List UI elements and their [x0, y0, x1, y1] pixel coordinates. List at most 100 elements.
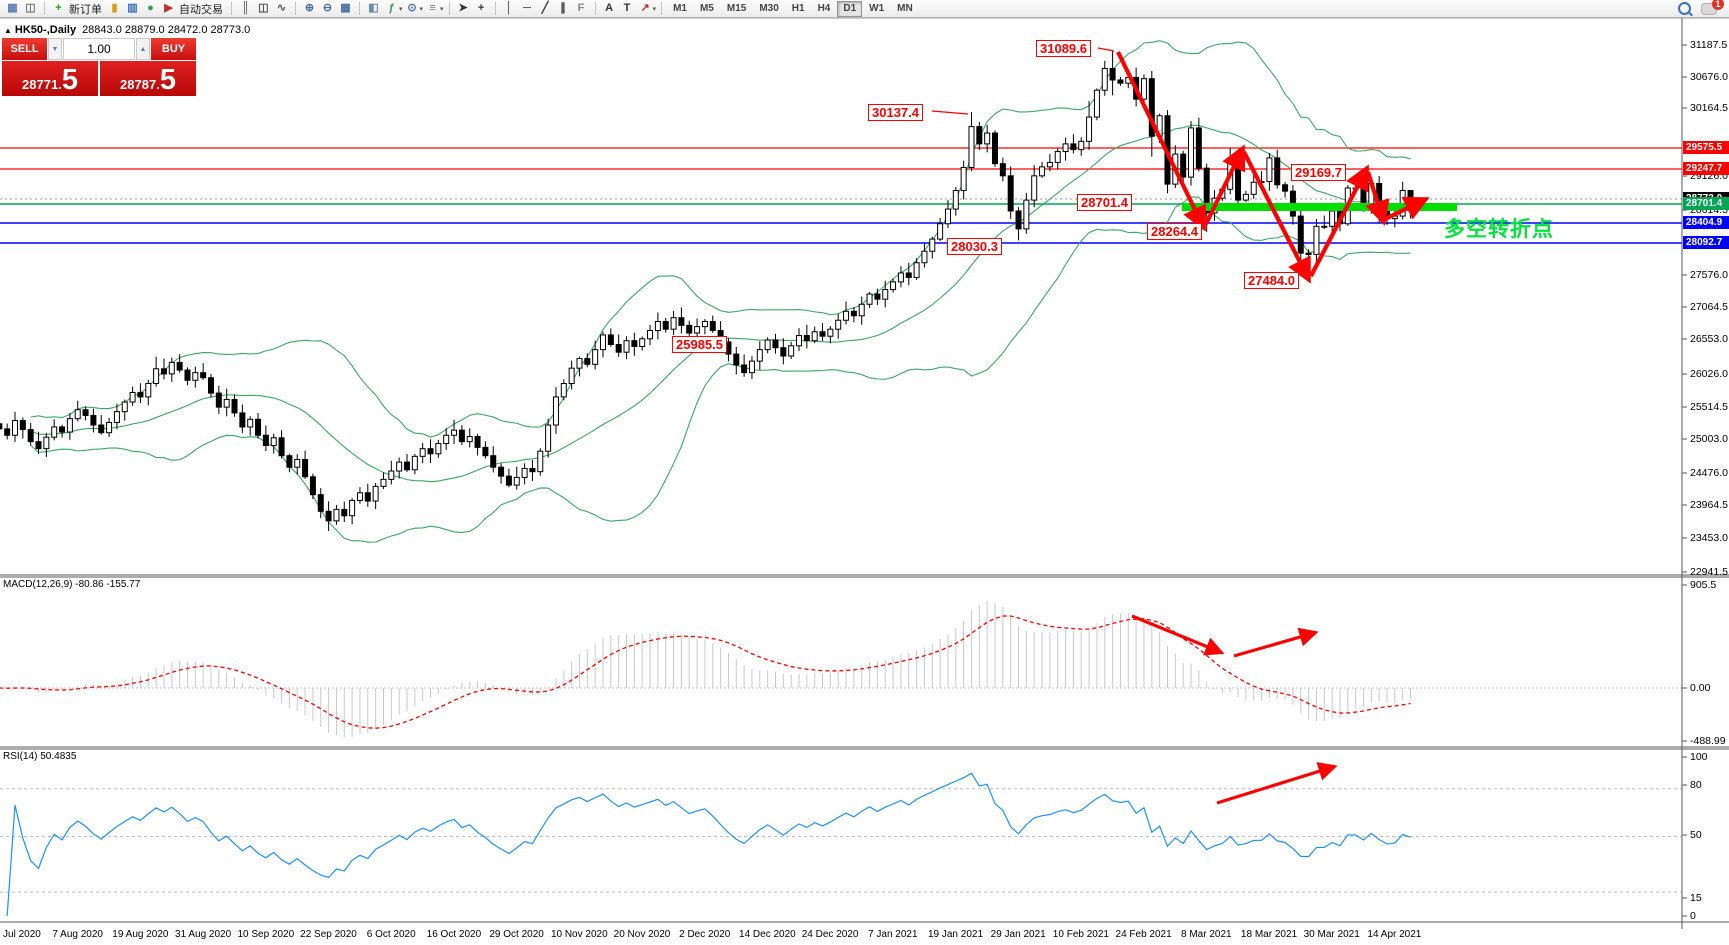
toolbar-separator [359, 2, 360, 15]
toolbar-separator [44, 2, 45, 15]
buy-price[interactable]: 28787. 5 [100, 61, 196, 96]
rsi-line [0, 762, 1682, 917]
indicators-icon[interactable]: ƒ [388, 2, 395, 14]
text-icon[interactable]: A [605, 2, 614, 14]
arrows-icon[interactable]: ↗ [640, 2, 650, 14]
vline-icon[interactable]: │ [505, 2, 513, 14]
date-axis-label: 29 Jan 2021 [990, 929, 1046, 940]
price-axis-tick: -488.99 [1690, 735, 1726, 747]
candlestick-icon[interactable]: ◫ [258, 2, 269, 14]
date-axis-label: 16 Oct 2020 [426, 929, 482, 940]
price-axis-tick: 15 [1690, 892, 1702, 904]
indicators-icon-dropdown[interactable]: ▾ [399, 5, 403, 13]
timeframe-W1[interactable]: W1 [869, 2, 885, 14]
trend-zigzag-arrows [1116, 51, 1430, 284]
signals-icon[interactable]: ● [147, 2, 154, 14]
buy-button[interactable]: BUY [151, 38, 196, 60]
date-axis-label: 19 Aug 2020 [112, 929, 169, 940]
price-callout-label[interactable]: 31089.6 [1036, 40, 1091, 57]
price-callout-label[interactable]: 29169.7 [1291, 164, 1346, 181]
one-click-trading-panel: SELL ▼ 1.00 ▲ BUY 28771. 5 28787. 5 [2, 38, 196, 96]
date-axis-label: 6 Oct 2020 [366, 929, 416, 940]
date-axis-label: 8 Mar 2021 [1181, 929, 1232, 940]
volume-increase-button[interactable]: ▲ [136, 38, 150, 60]
styler-icon[interactable]: ≡ [429, 2, 436, 14]
new-order-icon[interactable]: + [55, 2, 62, 14]
date-axis-label: 31 Aug 2020 [175, 929, 232, 940]
tile-windows-icon[interactable]: ▦ [340, 2, 351, 14]
annotation-text-turning-point: 多空转折点 [1444, 218, 1554, 241]
ohlc-readout: 28843.0 28879.0 28472.0 28773.0 [82, 24, 251, 36]
price-callout-label[interactable]: 27484.0 [1244, 272, 1299, 289]
timeframe-M30[interactable]: M30 [759, 2, 779, 14]
timeframe-M15[interactable]: M15 [726, 2, 747, 14]
buy-price-big: 5 [159, 64, 176, 96]
crosshair-icon[interactable]: + [477, 2, 485, 14]
volume-input[interactable]: 1.00 [63, 38, 135, 60]
search-icon[interactable] [1678, 2, 1691, 15]
cursor-icon[interactable]: ➤ [458, 2, 468, 14]
price-axis-tick: 26553.0 [1690, 333, 1728, 345]
new-window-icon[interactable]: ◧ [368, 2, 379, 14]
timeframe-H1[interactable]: H1 [791, 2, 805, 14]
price-axis-tick: 100 [1690, 751, 1708, 763]
fibonacci-icon[interactable]: F [577, 2, 585, 14]
timeframe-M1[interactable]: M1 [673, 2, 687, 14]
sell-price-small: 28771. [22, 77, 62, 92]
sell-price[interactable]: 28771. 5 [2, 61, 98, 96]
zoom-out-icon[interactable]: ⊖ [322, 2, 333, 14]
label-icon[interactable]: T [623, 2, 631, 14]
timeframe-MN[interactable]: MN [897, 2, 913, 14]
price-callout-label[interactable]: 28701.4 [1077, 194, 1132, 211]
periods-icon-dropdown[interactable]: ▾ [419, 5, 424, 13]
price-axis-tick: 25003.0 [1690, 433, 1728, 445]
zoom-in-icon[interactable]: ⊕ [304, 2, 315, 14]
date-axis-label: 22 Sep 2020 [300, 929, 357, 940]
charts-icon[interactable]: ▥ [127, 2, 138, 14]
date-axis-label: 28 Jul 2020 [0, 929, 41, 940]
date-axis-label: 7 Aug 2020 [52, 929, 103, 940]
new-chart-icon[interactable]: ▦ [7, 2, 18, 14]
price-axis-tick: 30676.0 [1690, 71, 1728, 83]
autotrading-label[interactable]: 自动交易 [179, 3, 223, 16]
candlestick-series [0, 40, 1414, 543]
line-chart-icon[interactable]: ∿ [276, 2, 287, 14]
toolbar-separator [448, 2, 450, 15]
periods-icon[interactable]: ⊙ [407, 2, 417, 14]
price-callout-label[interactable]: 28030.3 [947, 238, 1002, 255]
price-axis-tick: 27576.0 [1690, 269, 1728, 281]
styler-icon-dropdown[interactable]: ▾ [440, 5, 444, 13]
new-order-label[interactable]: 新订单 [69, 3, 102, 16]
timeframe-M5[interactable]: M5 [699, 2, 714, 14]
price-callout-label[interactable]: 30137.4 [868, 104, 923, 121]
price-axis-tick: 22941.5 [1690, 566, 1728, 578]
date-axis-label: 20 Nov 2020 [613, 929, 671, 940]
toolbar-separator [231, 2, 232, 15]
trendline-icon[interactable]: ╱ [541, 2, 549, 14]
price-callout-label[interactable]: 28264.4 [1147, 223, 1202, 240]
deposit-icon[interactable]: ▮ [111, 2, 118, 14]
channel-icon[interactable]: ∥ [560, 2, 566, 14]
toolbar-separator [295, 2, 296, 15]
arrows-icon-dropdown[interactable]: ▾ [652, 5, 657, 13]
sell-button[interactable]: SELL [2, 38, 47, 60]
profiles-icon[interactable]: ◫ [25, 2, 36, 14]
volume-decrease-button[interactable]: ▼ [48, 38, 62, 60]
price-axis-tick: 23453.0 [1690, 532, 1728, 544]
sell-price-big: 5 [61, 64, 78, 96]
date-axis-label: 29 Oct 2020 [489, 929, 544, 940]
timeframe-D1[interactable]: D1 [837, 0, 863, 17]
price-callout-label[interactable]: 25985.5 [672, 336, 727, 353]
price-axis-tick: 31187.5 [1690, 39, 1728, 51]
autotrading-icon[interactable]: ▶ [164, 2, 173, 14]
bar-chart-icon[interactable]: ║ [241, 2, 250, 14]
toolbar-separator [494, 2, 496, 15]
toolbar: ▦ ◫ + 新订单 ▮ ▥ ● ▶ 自动交易 ║ ◫ ∿ ⊕ ⊖ ▦ ◧ ƒ ▾ ⊙ ▾ ≡ ▾ ➤ + │ ─ ╱ ∥ F A T ↗ ▾ M1… [0, 0, 1729, 18]
hline-icon[interactable]: ─ [523, 2, 531, 14]
price-axis-tick: 80 [1690, 779, 1702, 791]
date-axis-label: 30 Mar 2021 [1303, 929, 1360, 940]
support-highlight-bar [1182, 203, 1457, 211]
timeframe-H4[interactable]: H4 [817, 2, 831, 14]
toolbar-separator [594, 2, 596, 15]
